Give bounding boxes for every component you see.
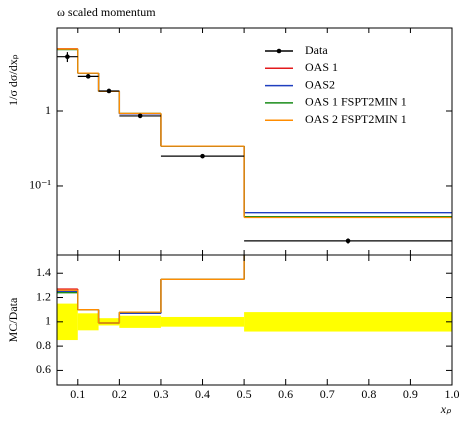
x-tick-label: 0.3 xyxy=(153,387,168,401)
x-tick-label: 0.5 xyxy=(237,387,252,401)
data-point xyxy=(137,113,143,119)
x-tick-label: 0.6 xyxy=(278,387,293,401)
data-point xyxy=(85,74,91,79)
x-tick-label: 0.1 xyxy=(70,387,85,401)
legend-label: OAS2 xyxy=(305,77,335,91)
frame xyxy=(56,254,453,386)
data-point xyxy=(65,54,70,60)
data-uncertainty-band xyxy=(119,315,161,328)
y-tick-label: 10⁻¹ xyxy=(29,178,51,192)
y-tick-label: 1 xyxy=(45,314,51,328)
data-uncertainty-band xyxy=(160,316,245,327)
legend-marker xyxy=(276,48,282,54)
x-tick-label: 1.0 xyxy=(445,387,460,401)
legend-label: OAS 1 FSPT2MIN 1 xyxy=(305,95,407,109)
axes: 10⁻¹ 1 Data OAS 1 OAS2 OAS 1 FSPT2MIN 1 OAS 2 … xyxy=(29,27,460,401)
data-uncertainty-band xyxy=(77,313,99,331)
legend-label: OAS 1 xyxy=(305,60,338,74)
legend-label: Data xyxy=(305,43,328,57)
x-tick-label: 0.8 xyxy=(361,387,376,401)
y-tick-label: 1.4 xyxy=(36,265,51,279)
main-plot xyxy=(57,48,452,244)
y-tick-label: 1.2 xyxy=(36,289,51,303)
ratio-plot xyxy=(57,255,452,341)
data-uncertainty-band xyxy=(57,303,78,341)
y-tick-label: 0.6 xyxy=(36,362,51,376)
x-tick-label: 0.4 xyxy=(195,387,210,401)
data-point xyxy=(200,153,205,159)
data-point xyxy=(106,88,112,94)
x-tick-label: 0.7 xyxy=(320,387,335,401)
y-axis-label: 1/σ dσ/dxₚ xyxy=(6,54,20,106)
legend-label: OAS 2 FSPT2MIN 1 xyxy=(305,112,407,126)
x-axis-label: xₚ xyxy=(440,402,452,416)
frame xyxy=(56,27,453,256)
y-tick-label: 1 xyxy=(45,103,51,117)
x-tick-label: 0.2 xyxy=(112,387,127,401)
x-tick-label: 0.9 xyxy=(403,387,418,401)
data-uncertainty-band xyxy=(98,318,120,326)
data-uncertainty-band xyxy=(244,312,452,332)
y-tick-label: 0.8 xyxy=(36,338,51,352)
ratio-y-axis-label: MC/Data xyxy=(6,297,20,342)
chart-title: ω scaled momentum xyxy=(57,5,156,19)
data-point xyxy=(345,238,351,244)
